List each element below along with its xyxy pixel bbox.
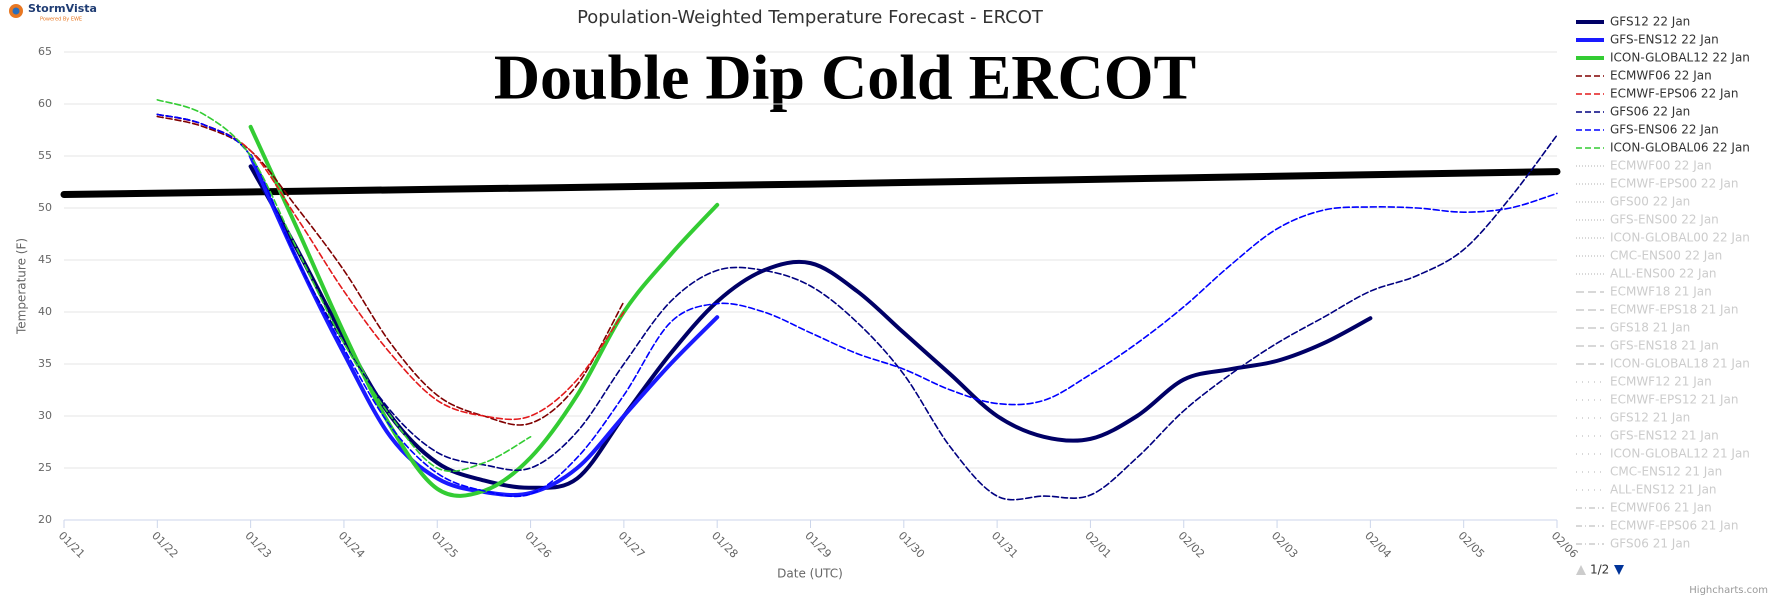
x-tick-label: 01/24 xyxy=(336,529,368,561)
legend-label[interactable]: ICON-GLOBAL12 22 Jan xyxy=(1610,51,1750,65)
annotation: Double Dip Cold ERCOT xyxy=(494,42,1196,113)
y-tick-label: 45 xyxy=(38,253,52,266)
legend-label[interactable]: ECMWF-EPS12 21 Jan xyxy=(1610,393,1739,407)
logo-tagline: Powered By EWE xyxy=(40,17,82,23)
legend-label[interactable]: GFS06 21 Jan xyxy=(1610,537,1690,551)
series-line xyxy=(248,154,720,498)
legend: GFS12 22 Jan GFS-ENS12 22 Jan ICON-GLOBAL1… xyxy=(1576,15,1750,577)
y-axis-label: Temperature (F) xyxy=(15,238,29,335)
x-tick-label: 01/27 xyxy=(616,529,648,561)
series-line xyxy=(156,99,532,473)
legend-label[interactable]: GFS12 21 Jan xyxy=(1610,411,1690,425)
series-line xyxy=(248,164,1373,490)
series-line xyxy=(156,113,1558,501)
legend-label[interactable]: ICON-GLOBAL00 22 Jan xyxy=(1610,231,1750,245)
logo-icon-inner xyxy=(12,7,20,15)
x-axis-label: Date (UTC) xyxy=(777,567,843,581)
series-line xyxy=(156,115,625,426)
legend-label[interactable]: GFS06 22 Jan xyxy=(1610,105,1690,119)
legend-label[interactable]: ALL-ENS12 21 Jan xyxy=(1610,483,1717,497)
x-tick-label: 02/03 xyxy=(1269,529,1301,561)
legend-label[interactable]: ECMWF-EPS06 22 Jan xyxy=(1610,87,1739,101)
legend-label[interactable]: ICON-GLOBAL12 21 Jan xyxy=(1610,447,1750,461)
x-tick-label: 01/21 xyxy=(56,529,88,561)
x-tick-label: 01/31 xyxy=(989,529,1021,561)
y-tick-label: 20 xyxy=(38,513,52,526)
legend-label[interactable]: ECMWF-EPS00 22 Jan xyxy=(1610,177,1739,191)
legend-label[interactable]: ECMWF18 21 Jan xyxy=(1610,285,1712,299)
legend-label[interactable]: GFS18 21 Jan xyxy=(1610,321,1690,335)
legend-page-up[interactable] xyxy=(1576,565,1586,575)
x-tick-label: 02/04 xyxy=(1362,529,1394,561)
y-tick-label: 50 xyxy=(38,201,52,214)
legend-page-down[interactable] xyxy=(1614,565,1624,575)
logo: StormVista xyxy=(28,2,97,15)
x-tick-label: 01/29 xyxy=(802,529,834,561)
series-line xyxy=(156,113,625,421)
series-line xyxy=(156,113,1558,498)
reference-line xyxy=(60,168,1561,198)
legend-label[interactable]: GFS-ENS06 22 Jan xyxy=(1610,123,1719,137)
x-tick-label: 01/23 xyxy=(242,529,274,561)
y-tick-label: 30 xyxy=(38,409,52,422)
legend-label[interactable]: ALL-ENS00 22 Jan xyxy=(1610,267,1717,281)
legend-label[interactable]: ECMWF-EPS06 21 Jan xyxy=(1610,519,1739,533)
y-tick-label: 55 xyxy=(38,149,52,162)
legend-label[interactable]: GFS-ENS12 22 Jan xyxy=(1610,33,1719,47)
legend-page: 1/2 xyxy=(1590,563,1609,577)
x-tick-label: 01/22 xyxy=(149,529,181,561)
legend-label[interactable]: ECMWF-EPS18 21 Jan xyxy=(1610,303,1739,317)
legend-label[interactable]: ECMWF06 21 Jan xyxy=(1610,501,1712,515)
y-tick-label: 40 xyxy=(38,305,52,318)
y-tick-label: 35 xyxy=(38,357,52,370)
x-tick-label: 01/28 xyxy=(709,529,741,561)
legend-label[interactable]: GFS-ENS12 21 Jan xyxy=(1610,429,1719,443)
legend-label[interactable]: ECMWF00 22 Jan xyxy=(1610,159,1712,173)
x-tick-label: 01/30 xyxy=(896,529,928,561)
legend-label[interactable]: GFS-ENS00 22 Jan xyxy=(1610,213,1719,227)
plot-area xyxy=(60,99,1561,501)
y-tick-label: 65 xyxy=(38,45,52,58)
legend-label[interactable]: CMC-ENS00 22 Jan xyxy=(1610,249,1722,263)
x-tick-label: 02/06 xyxy=(1549,529,1581,561)
legend-label[interactable]: ECMWF06 22 Jan xyxy=(1610,69,1712,83)
y-tick-label: 60 xyxy=(38,97,52,110)
legend-label[interactable]: GFS-ENS18 21 Jan xyxy=(1610,339,1719,353)
x-tick-label: 02/01 xyxy=(1082,529,1114,561)
x-tick-label: 02/05 xyxy=(1455,529,1487,561)
legend-label[interactable]: CMC-ENS12 21 Jan xyxy=(1610,465,1722,479)
legend-label[interactable]: GFS00 22 Jan xyxy=(1610,195,1690,209)
x-tick-label: 01/26 xyxy=(522,529,554,561)
legend-label[interactable]: GFS12 22 Jan xyxy=(1610,15,1690,29)
legend-label[interactable]: ICON-GLOBAL06 22 Jan xyxy=(1610,141,1750,155)
legend-label[interactable]: ICON-GLOBAL18 21 Jan xyxy=(1610,357,1750,371)
y-tick-label: 25 xyxy=(38,461,52,474)
series-line xyxy=(248,124,720,498)
credits: Highcharts.com xyxy=(1689,585,1768,596)
chart-title: Population-Weighted Temperature Forecast… xyxy=(577,7,1044,28)
x-tick-label: 01/25 xyxy=(429,529,461,561)
x-tick-label: 02/02 xyxy=(1176,529,1208,561)
legend-label[interactable]: ECMWF12 21 Jan xyxy=(1610,375,1712,389)
